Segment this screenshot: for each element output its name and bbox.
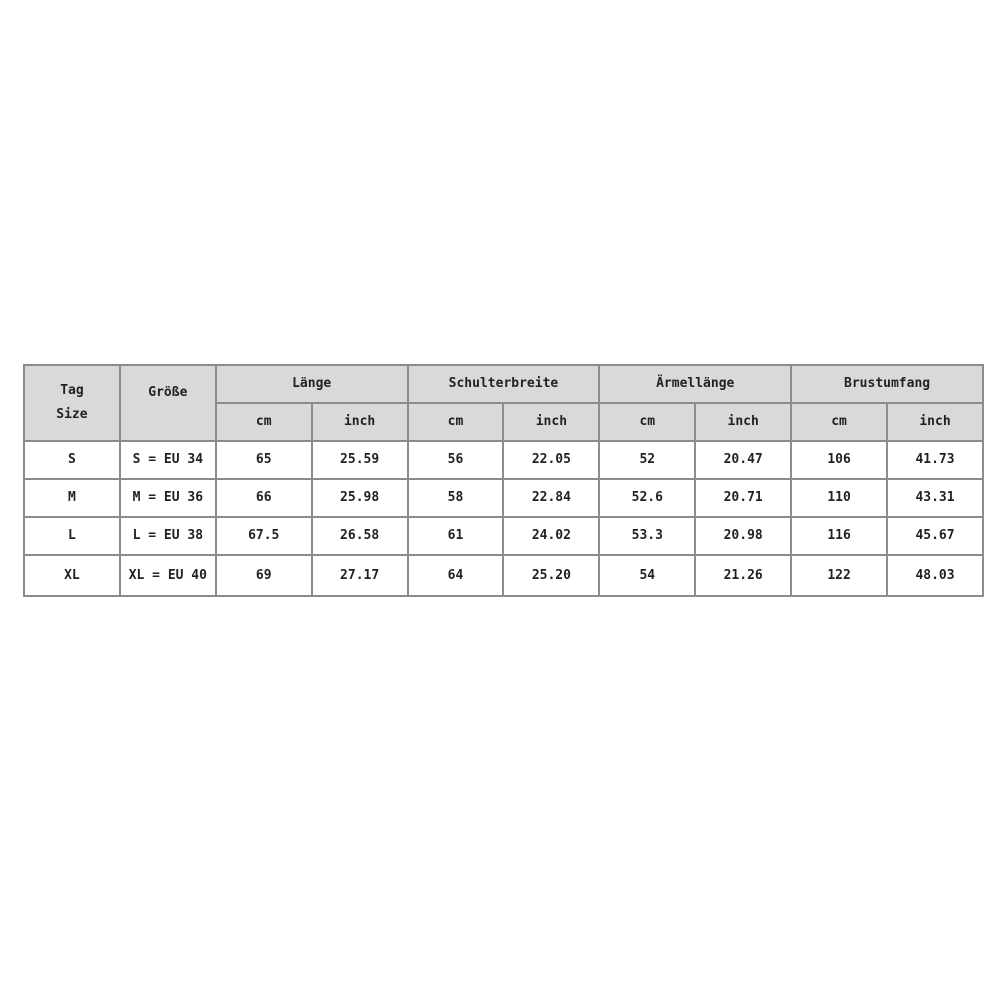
value-cell: 25.59	[310, 440, 409, 480]
value-cell: 24.02	[502, 516, 601, 556]
value-cell: 20.98	[694, 516, 793, 556]
value-cell: 52	[598, 440, 697, 480]
value-cell: 61	[406, 516, 505, 556]
header-schulterbreite: Schulterbreite	[406, 364, 601, 404]
value-cell: 25.98	[310, 478, 409, 518]
header-unit-cm: cm	[214, 402, 313, 442]
groesse-cell: XL = EU 40	[118, 554, 217, 597]
value-cell: 106	[790, 440, 889, 480]
header-tag: Tag	[60, 383, 84, 398]
header-groesse: Größe	[118, 364, 217, 442]
value-cell: 22.84	[502, 478, 601, 518]
header-brustumfang: Brustumfang	[790, 364, 984, 404]
header-aermellaenge: Ärmellänge	[598, 364, 793, 404]
value-cell: 53.3	[598, 516, 697, 556]
value-cell: 20.71	[694, 478, 793, 518]
value-cell: 122	[790, 554, 889, 597]
header-unit-inch: inch	[886, 402, 984, 442]
value-cell: 56	[406, 440, 505, 480]
value-cell: 52.6	[598, 478, 697, 518]
value-cell: 54	[598, 554, 697, 597]
value-cell: 21.26	[694, 554, 793, 597]
value-cell: 67.5	[214, 516, 313, 556]
tag-size-cell: S	[23, 440, 121, 480]
value-cell: 116	[790, 516, 889, 556]
value-cell: 66	[214, 478, 313, 518]
value-cell: 65	[214, 440, 313, 480]
value-cell: 110	[790, 478, 889, 518]
table-row: XL XL = EU 40 69 27.17 64 25.20 54 21.26 122 48.0…	[23, 554, 984, 597]
header-laenge: Länge	[214, 364, 409, 404]
value-cell: 20.47	[694, 440, 793, 480]
value-cell: 27.17	[310, 554, 409, 597]
header-unit-inch: inch	[694, 402, 793, 442]
header-tag-size: Tag Size	[23, 364, 121, 442]
value-cell: 58	[406, 478, 505, 518]
tag-size-cell: L	[23, 516, 121, 556]
groesse-cell: L = EU 38	[118, 516, 217, 556]
header-unit-inch: inch	[502, 402, 601, 442]
tag-size-cell: XL	[23, 554, 121, 597]
value-cell: 43.31	[886, 478, 984, 518]
size-chart-table: Tag Size Größe Länge Schulterbreite Ärmel…	[23, 364, 984, 597]
value-cell: 22.05	[502, 440, 601, 480]
value-cell: 64	[406, 554, 505, 597]
value-cell: 26.58	[310, 516, 409, 556]
header-unit-cm: cm	[790, 402, 889, 442]
value-cell: 45.67	[886, 516, 984, 556]
groesse-cell: M = EU 36	[118, 478, 217, 518]
value-cell: 25.20	[502, 554, 601, 597]
value-cell: 41.73	[886, 440, 984, 480]
header-unit-inch: inch	[310, 402, 409, 442]
header-unit-cm: cm	[598, 402, 697, 442]
value-cell: 48.03	[886, 554, 984, 597]
groesse-cell: S = EU 34	[118, 440, 217, 480]
header-size: Size	[56, 407, 88, 422]
tag-size-cell: M	[23, 478, 121, 518]
header-unit-cm: cm	[406, 402, 505, 442]
value-cell: 69	[214, 554, 313, 597]
